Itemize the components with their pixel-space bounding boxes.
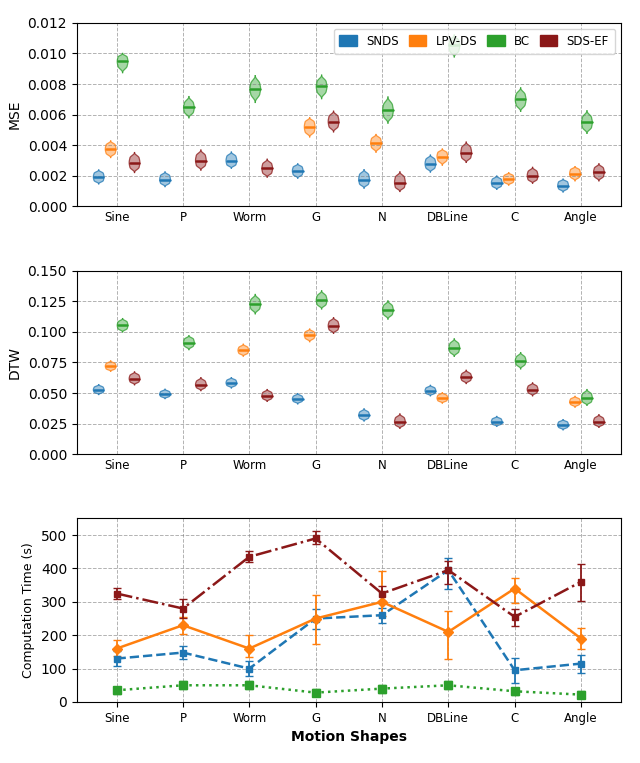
- Polygon shape: [250, 295, 260, 314]
- Polygon shape: [449, 35, 460, 56]
- Polygon shape: [359, 169, 369, 188]
- Polygon shape: [582, 390, 592, 405]
- Polygon shape: [292, 394, 303, 404]
- Polygon shape: [593, 415, 604, 427]
- Polygon shape: [160, 172, 170, 186]
- Polygon shape: [593, 164, 604, 181]
- Polygon shape: [557, 420, 568, 430]
- Polygon shape: [394, 172, 405, 192]
- Polygon shape: [262, 159, 273, 177]
- Polygon shape: [305, 118, 315, 137]
- Y-axis label: Computation Time (s): Computation Time (s): [22, 542, 35, 678]
- Polygon shape: [437, 149, 447, 165]
- Polygon shape: [262, 390, 273, 401]
- Polygon shape: [503, 172, 514, 185]
- Polygon shape: [582, 111, 592, 134]
- Polygon shape: [527, 167, 538, 183]
- Polygon shape: [117, 319, 128, 332]
- Polygon shape: [515, 353, 526, 369]
- Polygon shape: [570, 166, 580, 181]
- Polygon shape: [93, 385, 104, 394]
- Polygon shape: [328, 111, 339, 132]
- Polygon shape: [425, 385, 436, 396]
- Polygon shape: [383, 97, 393, 123]
- Polygon shape: [250, 76, 260, 102]
- Polygon shape: [106, 361, 116, 372]
- Polygon shape: [292, 164, 303, 178]
- Legend: SNDS, LPV-DS, BC, SDS-EF: SNDS, LPV-DS, BC, SDS-EF: [333, 29, 615, 53]
- Polygon shape: [184, 97, 195, 118]
- Polygon shape: [328, 317, 339, 333]
- Polygon shape: [226, 152, 237, 168]
- Polygon shape: [305, 329, 315, 342]
- Polygon shape: [316, 291, 327, 309]
- Polygon shape: [93, 170, 104, 184]
- Polygon shape: [160, 389, 170, 398]
- Polygon shape: [437, 393, 447, 403]
- Polygon shape: [383, 301, 393, 319]
- Y-axis label: DTW: DTW: [8, 346, 22, 379]
- X-axis label: Motion Shapes: Motion Shapes: [291, 730, 407, 744]
- Polygon shape: [449, 339, 460, 356]
- Polygon shape: [461, 370, 472, 384]
- Polygon shape: [461, 142, 472, 163]
- Y-axis label: MSE: MSE: [8, 100, 22, 130]
- Polygon shape: [527, 383, 538, 396]
- Polygon shape: [492, 417, 502, 427]
- Polygon shape: [129, 372, 140, 385]
- Polygon shape: [117, 53, 128, 72]
- Polygon shape: [570, 397, 580, 407]
- Polygon shape: [394, 414, 405, 428]
- Polygon shape: [106, 141, 116, 157]
- Polygon shape: [184, 336, 195, 349]
- Polygon shape: [129, 153, 140, 172]
- Polygon shape: [359, 409, 369, 421]
- Polygon shape: [316, 76, 327, 98]
- Polygon shape: [371, 134, 381, 152]
- Polygon shape: [492, 176, 502, 189]
- Polygon shape: [196, 150, 206, 170]
- Polygon shape: [196, 378, 206, 391]
- Polygon shape: [238, 344, 249, 356]
- Polygon shape: [226, 378, 237, 388]
- Polygon shape: [515, 88, 526, 111]
- Polygon shape: [557, 179, 568, 192]
- Polygon shape: [425, 155, 436, 172]
